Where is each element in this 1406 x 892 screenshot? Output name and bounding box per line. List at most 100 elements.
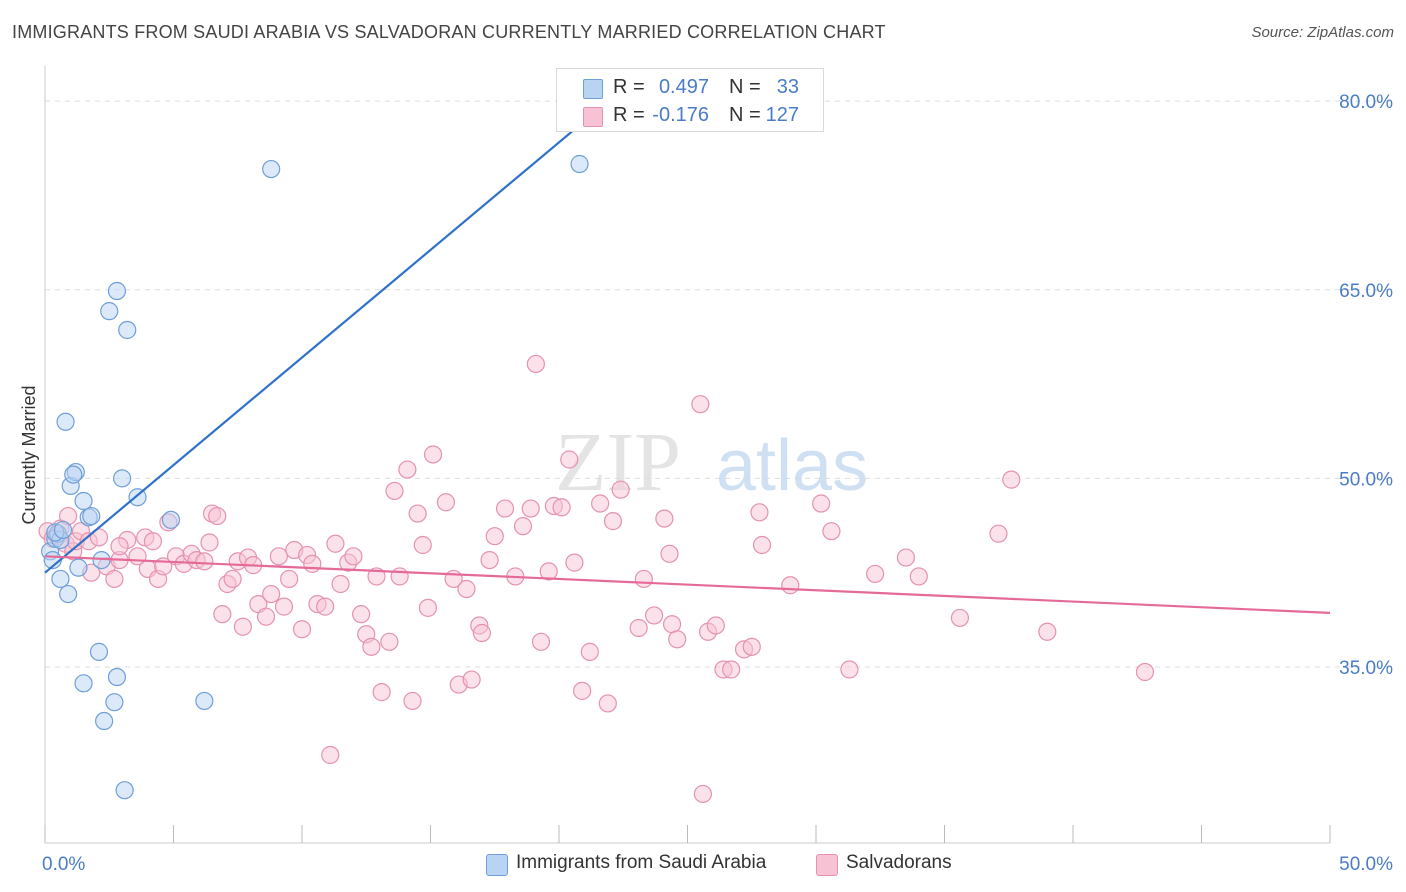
- legend-r-label: R =: [613, 76, 645, 98]
- salvadorans-data-point: [691, 395, 710, 414]
- salvadorans-data-point: [462, 670, 481, 689]
- salvadorans-data-point: [423, 445, 443, 464]
- salvadorans-data-point: [362, 637, 381, 656]
- y-tick-label: 50.0%: [1339, 469, 1393, 490]
- legend-swatch-salvadorans: [583, 107, 603, 127]
- saudi-data-point: [56, 412, 75, 431]
- salvadorans-data-point: [195, 552, 214, 571]
- salvadorans-data-point: [352, 605, 371, 624]
- salvadorans-data-point: [280, 569, 299, 589]
- salvadorans-data-point: [603, 512, 623, 531]
- salvadorans-data-point: [655, 509, 674, 528]
- salvadorans-points: [38, 354, 1155, 804]
- saudi-data-point: [570, 154, 589, 174]
- saudi-data-point: [195, 691, 214, 711]
- salvadorans-data-point: [495, 499, 515, 518]
- salvadorans-data-point: [822, 522, 841, 541]
- trend-lines: [44, 102, 1331, 614]
- tick-labels: 35.0% 50.0% 65.0% 80.0% 0.0% 50.0%: [42, 92, 1393, 875]
- salvadorans-data-point: [644, 606, 664, 625]
- salvadorans-data-point: [668, 630, 687, 649]
- watermark-atlas: atlas: [716, 426, 868, 506]
- salvadorans-trend-line: [44, 555, 1331, 614]
- salvadorans-data-point: [513, 517, 533, 536]
- salvadorans-data-point: [213, 605, 232, 624]
- salvadorans-data-point: [629, 618, 648, 638]
- salvadorans-data-point: [812, 494, 831, 513]
- salvadorans-data-point: [436, 493, 456, 512]
- salvadorans-data-point: [565, 553, 584, 572]
- legend-n-label: N =: [729, 76, 761, 98]
- salvadorans-data-point: [950, 608, 970, 628]
- salvadorans-data-point: [292, 620, 312, 639]
- salvadorans-data-point: [526, 354, 545, 374]
- legend-n-value: 33: [776, 76, 799, 98]
- legend-n-value: 127: [765, 104, 799, 126]
- saudi-data-point: [51, 569, 70, 589]
- salvadorans-data-point: [385, 481, 404, 501]
- salvadorans-data-point: [413, 535, 432, 555]
- chart-title: IMMIGRANTS FROM SAUDI ARABIA VS SALVADOR…: [12, 22, 886, 42]
- saudi-data-point: [64, 465, 83, 484]
- salvadorans-data-point: [634, 569, 653, 589]
- salvadorans-data-point: [521, 499, 540, 518]
- salvadorans-data-point: [1002, 470, 1021, 489]
- salvadorans-data-point: [693, 784, 713, 804]
- salvadorans-data-point: [269, 547, 288, 566]
- salvadorans-data-point: [480, 550, 499, 570]
- salvadorans-data-point: [472, 623, 491, 643]
- salvadorans-data-point: [781, 576, 800, 595]
- series-swatch-salvadorans: [816, 854, 838, 876]
- salvadorans-data-point: [110, 537, 129, 556]
- salvadorans-data-point: [326, 534, 345, 553]
- salvadorans-data-point: [909, 567, 928, 586]
- y-tick-label: 80.0%: [1339, 92, 1393, 113]
- saudi-data-point: [74, 674, 93, 693]
- salvadorans-data-point: [485, 527, 504, 546]
- saudi-data-point: [69, 558, 88, 577]
- salvadorans-data-point: [418, 598, 438, 617]
- legend-row-saudi: R = 0.497 N = 33: [557, 73, 823, 101]
- saudi-data-point: [161, 510, 181, 529]
- salvadorans-data-point: [457, 579, 476, 599]
- salvadorans-data-point: [372, 683, 391, 702]
- salvadorans-data-point: [200, 533, 219, 552]
- salvadorans-data-point: [89, 528, 109, 547]
- salvadorans-data-point: [1038, 622, 1057, 641]
- salvadorans-data-point: [262, 584, 281, 604]
- salvadorans-data-point: [539, 562, 558, 581]
- salvadorans-data-point: [722, 660, 741, 679]
- salvadorans-data-point: [321, 745, 340, 765]
- salvadorans-data-point: [662, 615, 682, 634]
- series-label-salvadorans: Salvadorans: [846, 852, 952, 873]
- axes: [44, 66, 1331, 844]
- x-tick-label: 50.0%: [1339, 854, 1393, 875]
- saudi-data-point: [95, 711, 114, 731]
- salvadorans-data-point: [390, 567, 409, 586]
- salvadorans-data-point: [552, 498, 571, 517]
- saudi-data-point: [262, 159, 281, 179]
- saudi-data-point: [105, 693, 124, 712]
- legend-n-label: N =: [729, 104, 761, 126]
- saudi-data-point: [53, 520, 73, 540]
- salvadorans-data-point: [408, 504, 427, 523]
- salvadorans-data-point: [598, 694, 617, 713]
- saudi-data-point: [107, 667, 127, 687]
- salvadorans-data-point: [611, 480, 630, 499]
- correlation-legend: R = 0.497 N = 33 R = -0.176 N = 127: [556, 68, 824, 132]
- y-tick-label: 35.0%: [1339, 658, 1393, 679]
- salvadorans-data-point: [256, 607, 276, 626]
- salvadorans-data-point: [989, 524, 1008, 543]
- salvadorans-data-point: [380, 632, 399, 651]
- saudi-data-point: [59, 584, 78, 604]
- salvadorans-data-point: [591, 494, 610, 513]
- salvadorans-data-point: [398, 460, 417, 479]
- saudi-data-point: [89, 642, 109, 661]
- salvadorans-data-point: [531, 632, 551, 651]
- salvadorans-data-point: [866, 564, 885, 584]
- salvadorans-data-point: [896, 548, 916, 567]
- salvadorans-data-point: [742, 637, 761, 656]
- y-axis-label: Currently Married: [19, 385, 39, 524]
- saudi-points: [41, 154, 589, 800]
